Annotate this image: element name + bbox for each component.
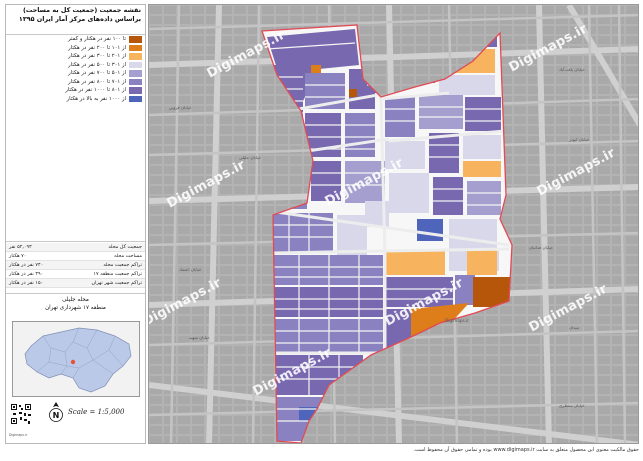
- stat-label: تراکم جمعیت محله: [103, 262, 142, 268]
- locality-block: محله جلیلی منطقه ۱۷ شهرداری تهران: [6, 296, 145, 312]
- legend-label: از ۷۰۱ تا ۸۰۰ نفر در هکتار: [68, 78, 126, 85]
- legend-label: از ۳۰۱ تا ۵۰۰ نفر در هکتار: [68, 61, 126, 68]
- stat-label: تراکم جمعیت منطقه ۱۷: [93, 271, 142, 277]
- legend-item: از ۸۰۱ تا ۱۰۰۰ نفر در هکتار: [6, 86, 145, 95]
- street-label: خیابان جلیلی: [239, 155, 262, 160]
- street-label: خیابان فدائیان: [529, 245, 554, 250]
- basemap-svg: [149, 5, 638, 443]
- legend-item: از ۱۰۱ تا ۲۰۰ نفر در هکتار: [6, 44, 145, 53]
- street-label: Digimaps.ir: [445, 318, 469, 323]
- legend-label: تا ۱۰۰ نفر در هکتار و کمتر: [68, 36, 126, 42]
- locality-marker-icon: [70, 359, 76, 365]
- stat-label: جمعیت کل محله: [108, 244, 142, 250]
- title-line-2: براساس داده‌های مرکز آمار ایران ۱۳۹۵: [18, 15, 141, 23]
- scale-label: Scale = 1:5,000: [68, 408, 125, 416]
- svg-text:N: N: [53, 411, 60, 420]
- legend-swatch: [129, 78, 142, 85]
- tehran-inset-svg: [13, 322, 139, 396]
- legend-label: از ۱۰۱ تا ۲۰۰ نفر در هکتار: [68, 44, 126, 51]
- street-label: خیابان شهید: [189, 335, 210, 340]
- inset-map: [12, 321, 140, 397]
- neighbourhood-boundary: [261, 24, 513, 443]
- locality-name: محله جلیلی: [62, 297, 89, 303]
- stats-table: جمعیت کل محله ۵۲,۰۹۳ نفر مساحت محله ۷۰ هکتا…: [6, 243, 145, 288]
- legend: تا ۱۰۰ نفر در هکتار و کمتر از ۱۰۱ تا ۲۰۰ …: [6, 35, 145, 103]
- stat-row: تراکم جمعیت شهر تهران ۱۵۰ نفر در هکتار: [6, 279, 145, 288]
- street-label: خیابان قزوین: [169, 105, 192, 110]
- street-label: خیابان ابوذر: [569, 137, 590, 142]
- map-canvas[interactable]: خیابان قزوین خیابان جلیلی خیابان یافت‌آب…: [148, 4, 639, 444]
- street-label: خیابان یافت‌آباد: [559, 67, 586, 72]
- legend-label: از ۱۰۰۰ نفر به بالا در هکتار: [66, 95, 126, 102]
- street-label: خیابان اعتماد: [179, 267, 202, 272]
- stat-label: مساحت محله: [114, 253, 142, 259]
- divider: [6, 241, 145, 242]
- legend-label: از ۵۰۱ تا ۷۰۰ نفر در هکتار: [68, 70, 126, 76]
- stat-value: ۷۰ هکتار: [9, 253, 27, 259]
- stat-value: ۵۲,۰۹۳ نفر: [9, 244, 32, 250]
- copyright-text: حقوق مالکیت معنوی این محصول متعلق به سای…: [413, 447, 639, 453]
- north-arrow-icon: N: [49, 402, 63, 422]
- legend-swatch: [129, 53, 142, 60]
- street-label: میدان: [569, 325, 579, 330]
- divider: [6, 293, 145, 294]
- stat-value: ۱۵۰ نفر در هکتار: [9, 280, 44, 286]
- stat-row: تراکم جمعیت منطقه ۱۷ ۳۹۰ نفر در هکتار: [6, 270, 145, 279]
- locality-region: منطقه ۱۷ شهرداری تهران: [45, 305, 106, 311]
- stat-label: تراکم جمعیت شهر تهران: [91, 280, 142, 286]
- legend-item: از ۲۰۱ تا ۳۰۰ نفر در هکتار: [6, 52, 145, 61]
- legend-swatch: [129, 87, 142, 94]
- stat-value: ۷۴۰ نفر در هکتار: [9, 262, 44, 268]
- map-title: نقشه جمعیت (جمعیت کل به مساحت) براساس دا…: [6, 5, 145, 35]
- legend-swatch: [129, 70, 142, 77]
- legend-label: از ۸۰۱ تا ۱۰۰۰ نفر در هکتار: [65, 87, 126, 93]
- stat-value: ۳۹۰ نفر در هکتار: [9, 271, 44, 277]
- legend-panel: نقشه جمعیت (جمعیت کل به مساحت) براساس دا…: [5, 4, 146, 444]
- legend-item: از ۵۰۱ تا ۷۰۰ نفر در هکتار: [6, 69, 145, 78]
- stat-row: مساحت محله ۷۰ هکتار: [6, 252, 145, 261]
- panel-footnote: Digimaps.ir: [9, 433, 28, 437]
- title-line-1: نقشه جمعیت (جمعیت کل به مساحت): [22, 6, 141, 14]
- stat-row: جمعیت کل محله ۵۲,۰۹۳ نفر: [6, 243, 145, 252]
- divider: [6, 34, 145, 35]
- legend-label: از ۲۰۱ تا ۳۰۰ نفر در هکتار: [68, 53, 126, 59]
- legend-swatch: [129, 36, 142, 43]
- copyright-footer: حقوق مالکیت معنوی این محصول متعلق به سای…: [148, 446, 639, 458]
- legend-item: تا ۱۰۰ نفر در هکتار و کمتر: [6, 35, 145, 44]
- legend-swatch: [129, 44, 142, 51]
- qr-code-icon: [10, 403, 32, 425]
- stat-row: تراکم جمعیت محله ۷۴۰ نفر در هکتار: [6, 261, 145, 270]
- street-label: خیابان منتظری: [559, 403, 585, 408]
- legend-swatch: [129, 95, 142, 102]
- legend-swatch: [129, 61, 142, 68]
- legend-item: از ۷۰۱ تا ۸۰۰ نفر در هکتار: [6, 78, 145, 87]
- legend-item: از ۱۰۰۰ نفر به بالا در هکتار: [6, 95, 145, 104]
- legend-item: از ۳۰۱ تا ۵۰۰ نفر در هکتار: [6, 61, 145, 70]
- bottom-strip: N Scale = 1:5,000 Digimaps.ir: [6, 401, 145, 443]
